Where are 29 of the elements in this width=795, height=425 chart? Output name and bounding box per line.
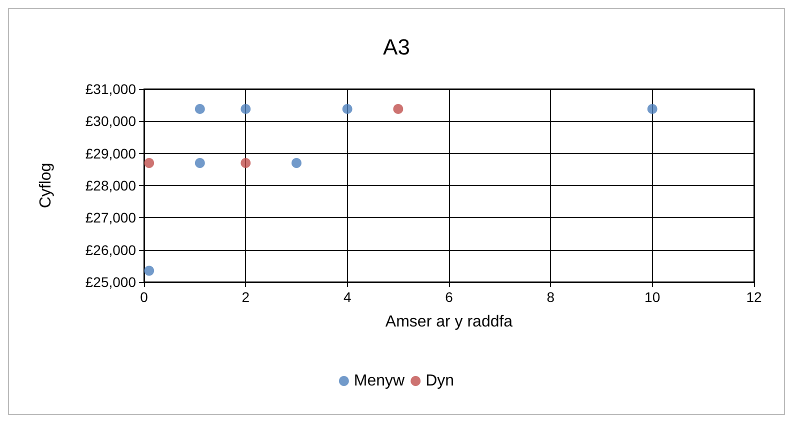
point [393,104,404,114]
legend-label: Dyn [426,372,454,390]
point [144,158,154,168]
point [292,158,302,168]
point [240,104,251,114]
y-tick-label: £28,000 [85,178,136,194]
x-tick-label: 10 [644,289,660,305]
x-tick-label: 0 [140,289,148,305]
x-tick-label: 8 [546,289,555,305]
y-tick-label: £30,000 [85,113,136,130]
x-axis-title: Amser ar y raddfa [385,314,513,330]
y-tick-label: £31,000 [85,81,136,97]
y-tick-label: £27,000 [85,210,136,226]
point [194,158,205,168]
x-tick-label: 12 [746,289,762,305]
x-tick-label: 2 [242,289,250,305]
point [144,266,154,276]
x-tick-label: 6 [445,289,454,305]
y-tick-label: £26,000 [85,242,136,258]
y-axis-title: Cyflog [38,162,54,208]
point [194,104,205,114]
point [342,104,352,114]
y-tick-label: £25,000 [85,274,136,290]
chart-title: A3 [383,34,410,60]
point [240,158,251,168]
legend-label: Menyw [354,372,406,390]
y-tick-label: £29,000 [85,145,136,162]
x-tick-label: 4 [343,289,352,305]
point [647,104,658,114]
